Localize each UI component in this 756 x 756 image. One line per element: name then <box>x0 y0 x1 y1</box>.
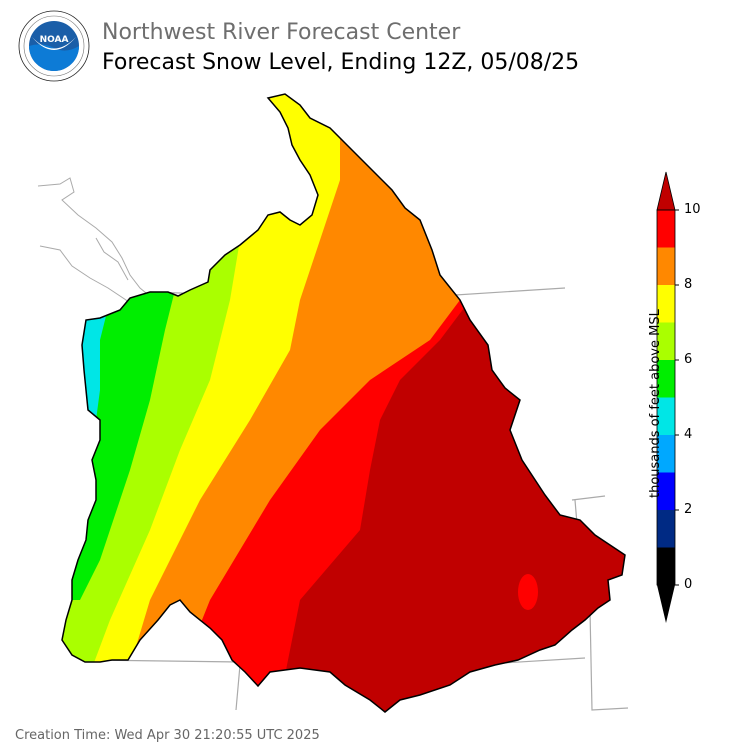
colorbar-axis-label: thousands of feet above MSL <box>648 309 663 498</box>
colorbar <box>656 171 679 623</box>
colorbar-bottom-arrow <box>657 585 675 623</box>
org-title: Northwest River Forecast Center <box>102 20 461 45</box>
colorbar-tick-label: 10 <box>684 202 701 217</box>
colorbar-segment <box>657 322 675 360</box>
basin-outline <box>61 93 626 713</box>
colorbar-tick-label: 0 <box>684 577 693 592</box>
colorbar-segment <box>657 472 675 510</box>
colorbar-tick-label: 8 <box>684 277 693 292</box>
colorbar-segment <box>657 247 675 285</box>
map-title: Forecast Snow Level, Ending 12Z, 05/08/2… <box>102 50 580 75</box>
colorbar-segment <box>657 360 675 398</box>
colorbar-segment <box>657 285 675 323</box>
noaa-logo-text: NOAA <box>40 35 69 45</box>
colorbar-segment <box>657 397 675 435</box>
colorbar-segment <box>657 510 675 548</box>
colorbar-top-arrow <box>656 171 676 211</box>
red-patch <box>518 574 538 610</box>
noaa-seal-icon: NOAA <box>18 10 90 82</box>
colorbar-segment <box>657 435 675 473</box>
creation-time: Creation Time: Wed Apr 30 21:20:55 UTC 2… <box>15 728 320 743</box>
colorbar-segment <box>657 547 675 585</box>
colorbar-tick-label: 6 <box>684 352 693 367</box>
colorbar-segment <box>657 210 675 248</box>
colorbar-frame <box>656 209 676 586</box>
colorbar-tick-label: 4 <box>684 427 693 442</box>
colorbar-tick-label: 2 <box>684 502 693 517</box>
